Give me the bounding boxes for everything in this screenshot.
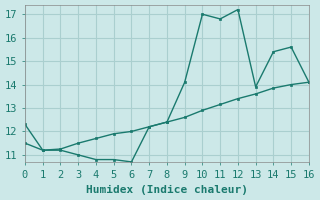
X-axis label: Humidex (Indice chaleur): Humidex (Indice chaleur) <box>86 185 248 195</box>
